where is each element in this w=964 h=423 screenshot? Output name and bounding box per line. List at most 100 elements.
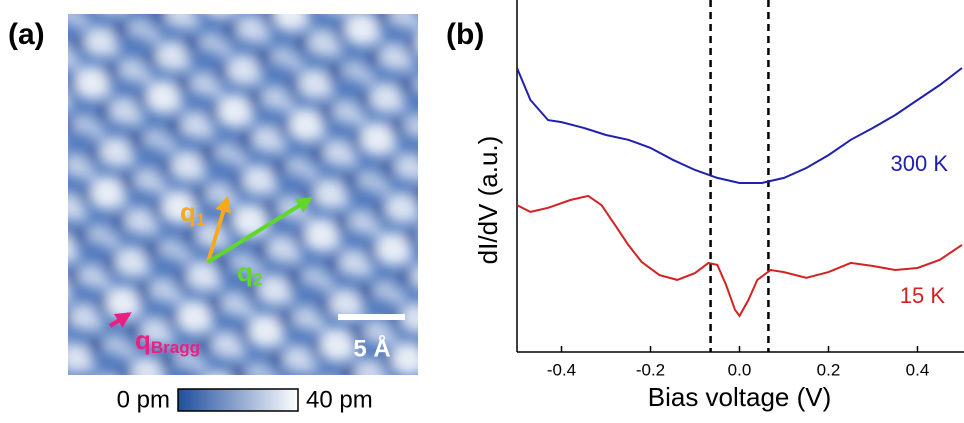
bright-spot xyxy=(104,14,112,15)
dark-spot xyxy=(269,351,288,370)
bright-spot xyxy=(208,83,225,100)
x-tick-label: 0.2 xyxy=(817,360,841,379)
dark-spot xyxy=(182,227,201,246)
bright-spot xyxy=(358,169,381,192)
bright-spot xyxy=(383,138,400,155)
y-axis-label: dI/dV (a.u.) xyxy=(473,136,503,265)
vector-subscript: 2 xyxy=(253,270,262,289)
dark-spot xyxy=(412,187,418,204)
dark-spot xyxy=(389,117,408,136)
bright-spot xyxy=(327,234,344,251)
dark-spot xyxy=(174,75,193,94)
bright-spot xyxy=(121,151,138,168)
bright-spot xyxy=(438,235,454,251)
bright-spot xyxy=(337,14,351,18)
bright-spot xyxy=(129,110,146,127)
bright-spot xyxy=(226,14,239,17)
dark-spot xyxy=(452,365,470,383)
colorbar xyxy=(177,388,299,412)
dark-spot xyxy=(421,145,439,163)
bright-spot xyxy=(414,359,418,374)
dark-spot xyxy=(142,240,161,259)
arrow-q2 xyxy=(206,197,313,264)
bright-spot xyxy=(191,358,208,375)
bright-spot xyxy=(232,152,249,169)
dark-spot xyxy=(285,268,304,287)
bright-spot xyxy=(302,265,325,288)
bright-spot xyxy=(391,341,418,375)
bright-spot xyxy=(287,248,304,265)
dark-spot xyxy=(302,0,320,12)
bright-spot xyxy=(105,41,122,58)
bright-spot xyxy=(177,55,194,72)
bright-spot xyxy=(376,372,389,375)
bright-spot xyxy=(216,41,233,58)
bright-spot xyxy=(319,83,336,100)
dark-spot xyxy=(404,227,418,246)
vector-symbol: q xyxy=(180,197,196,227)
bright-spot xyxy=(280,97,297,114)
bright-spot xyxy=(97,82,114,99)
dark-spot xyxy=(103,61,122,80)
bright-spot xyxy=(367,28,384,45)
bright-spot xyxy=(296,14,313,31)
dark-spot xyxy=(126,323,145,342)
bright-spot xyxy=(343,152,360,169)
bright-spot xyxy=(174,347,197,370)
dark-spot xyxy=(95,103,114,122)
panel-label: (b) xyxy=(446,18,484,51)
bright-spot xyxy=(406,207,418,224)
dark-spot xyxy=(205,295,224,314)
dark-spot xyxy=(452,173,470,191)
bright-spot xyxy=(74,14,90,30)
bright-spot xyxy=(359,69,376,86)
bright-spot xyxy=(271,330,288,347)
bright-spot xyxy=(288,55,305,72)
bright-spot xyxy=(447,2,463,18)
bright-spot xyxy=(145,27,162,44)
bright-spot xyxy=(246,361,269,375)
bright-spot xyxy=(422,318,438,334)
bright-spot xyxy=(68,55,82,72)
bright-spot xyxy=(390,290,407,307)
bright-spot xyxy=(128,302,145,319)
bright-spot xyxy=(351,111,368,128)
x-tick-label: -0.2 xyxy=(636,360,665,379)
bright-spot xyxy=(32,319,54,341)
dark-spot xyxy=(356,282,375,301)
dark-spot xyxy=(254,48,273,67)
bright-spot xyxy=(96,275,113,292)
bright-spot xyxy=(375,180,392,197)
dark-spot xyxy=(261,199,280,218)
bright-spot xyxy=(398,248,415,265)
dark-spot xyxy=(325,62,344,81)
bright-spot xyxy=(426,0,457,17)
vector-arrows xyxy=(108,195,313,328)
dark-spot xyxy=(340,365,359,375)
vector-symbol: q xyxy=(135,325,151,355)
dark-spot xyxy=(413,0,431,12)
data-line xyxy=(517,67,963,184)
bright-spot xyxy=(240,110,257,127)
bright-spot xyxy=(311,317,328,334)
dark-spot xyxy=(71,226,90,245)
dark-spot xyxy=(420,338,438,356)
dark-spot xyxy=(317,103,336,122)
bright-spot xyxy=(446,386,462,402)
bright-spot xyxy=(399,56,416,73)
dark-spot xyxy=(253,241,272,260)
bright-spot xyxy=(230,251,253,274)
panel-label: (a) xyxy=(8,18,45,51)
bright-spot xyxy=(89,124,106,141)
dark-spot xyxy=(111,20,130,39)
bright-spot xyxy=(429,183,451,205)
dark-spot xyxy=(397,76,416,95)
bright-spot xyxy=(87,223,110,246)
series-label: 15 K xyxy=(900,283,946,308)
bright-spot xyxy=(420,223,445,248)
vector-label: q2 xyxy=(237,257,262,290)
bright-spot xyxy=(88,316,105,333)
dark-spot xyxy=(444,214,462,232)
